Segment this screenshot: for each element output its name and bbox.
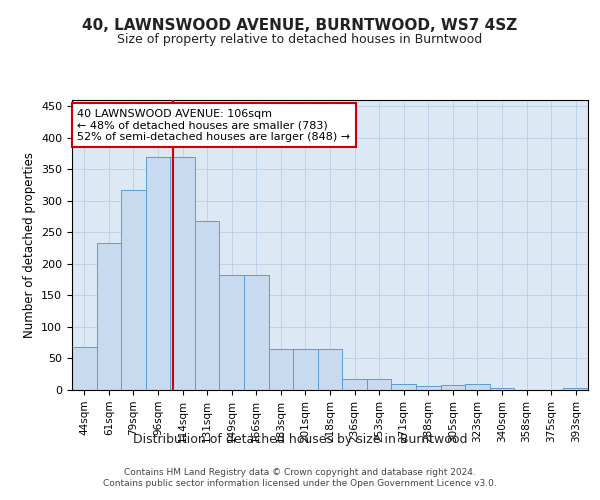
Bar — [342, 378, 367, 390]
Bar — [293, 349, 318, 390]
Bar — [391, 384, 416, 390]
Bar — [490, 388, 514, 390]
Y-axis label: Number of detached properties: Number of detached properties — [23, 152, 35, 338]
Bar — [244, 274, 269, 390]
Text: Size of property relative to detached houses in Burntwood: Size of property relative to detached ho… — [118, 32, 482, 46]
Bar — [318, 349, 342, 390]
Bar — [563, 388, 588, 390]
Bar — [72, 347, 97, 390]
Bar — [465, 384, 490, 390]
Bar — [97, 243, 121, 390]
Bar — [170, 156, 195, 390]
Bar — [416, 386, 440, 390]
Bar — [220, 274, 244, 390]
Bar — [146, 156, 170, 390]
Text: Contains HM Land Registry data © Crown copyright and database right 2024.
Contai: Contains HM Land Registry data © Crown c… — [103, 468, 497, 487]
Text: Distribution of detached houses by size in Burntwood: Distribution of detached houses by size … — [133, 432, 467, 446]
Bar — [269, 349, 293, 390]
Bar — [440, 385, 465, 390]
Text: 40 LAWNSWOOD AVENUE: 106sqm
← 48% of detached houses are smaller (783)
52% of se: 40 LAWNSWOOD AVENUE: 106sqm ← 48% of det… — [77, 108, 350, 142]
Text: 40, LAWNSWOOD AVENUE, BURNTWOOD, WS7 4SZ: 40, LAWNSWOOD AVENUE, BURNTWOOD, WS7 4SZ — [82, 18, 518, 32]
Bar — [121, 190, 146, 390]
Bar — [367, 380, 391, 390]
Bar — [195, 221, 220, 390]
